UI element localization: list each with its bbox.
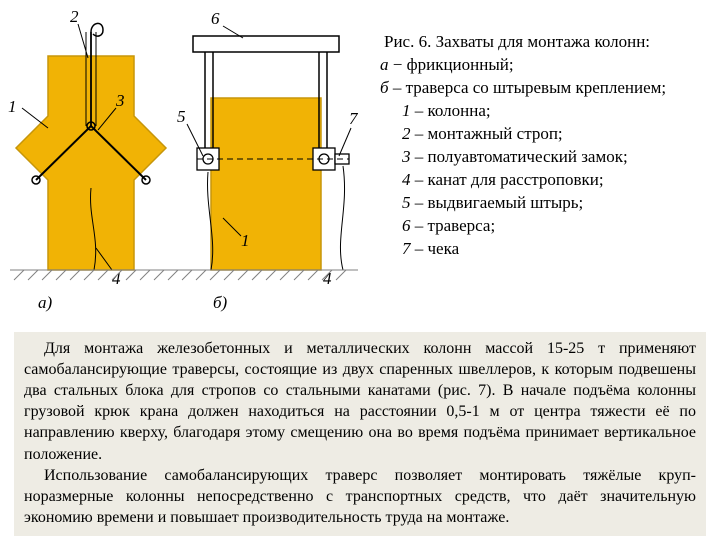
label-1b: 1 bbox=[241, 231, 250, 250]
subfigure-b: 5 6 7 1 4 б) bbox=[177, 9, 359, 312]
ground-hatch bbox=[10, 270, 358, 280]
caption-line: 2 – монтажный строп; bbox=[380, 123, 710, 146]
label-1a: 1 bbox=[8, 97, 17, 116]
label-a: а) bbox=[38, 293, 53, 312]
caption-line: б – траверса со штыревым креплением; bbox=[380, 77, 710, 100]
label-5: 5 bbox=[177, 107, 186, 126]
label-2: 2 bbox=[70, 8, 79, 26]
caption-line: 1 – колонна; bbox=[380, 100, 710, 123]
label-7: 7 bbox=[349, 109, 359, 128]
label-3: 3 bbox=[115, 91, 125, 110]
figure-6: 1 2 3 4 а) 5 6 bbox=[8, 8, 360, 320]
figure-caption: Рис. 6. Захваты для монтажа колонн: а − … bbox=[380, 32, 710, 260]
body-panel: Для монтажа железобетонных и металлическ… bbox=[14, 332, 706, 536]
label-b: б) bbox=[213, 293, 228, 312]
caption-line: 7 – чека bbox=[380, 238, 710, 261]
body-paragraph-1: Для монтажа железобетонных и металлическ… bbox=[24, 338, 696, 465]
caption-title: Рис. 6. Захваты для монтажа колонн: bbox=[380, 32, 710, 52]
subfigure-a: 1 2 3 4 а) bbox=[8, 8, 166, 312]
caption-line: 5 – выдвигаемый штырь; bbox=[380, 192, 710, 215]
caption-line: а − фрикционный; bbox=[380, 54, 710, 77]
caption-line: 6 – траверса; bbox=[380, 215, 710, 238]
figure-svg: 1 2 3 4 а) 5 6 bbox=[8, 8, 360, 320]
caption-line: 3 – полуавтоматический замок; bbox=[380, 146, 710, 169]
body-paragraph-2: Использование самобалансирующих траверс … bbox=[24, 465, 696, 528]
caption-line: 4 – канат для расстроповки; bbox=[380, 169, 710, 192]
label-6: 6 bbox=[211, 9, 220, 28]
